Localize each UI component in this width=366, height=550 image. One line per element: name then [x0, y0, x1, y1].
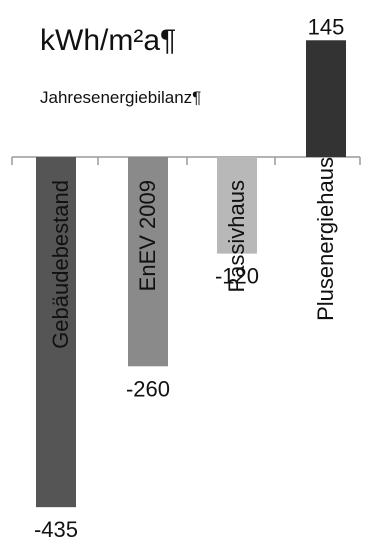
value-label-0: -435: [34, 517, 78, 542]
bar-0: [36, 157, 76, 508]
bar-1: [128, 157, 168, 367]
bar-2: [217, 157, 257, 254]
category-label-3: Plusenergiehaus: [313, 157, 338, 321]
bars-layer: [36, 40, 346, 508]
value-label-3: 145: [308, 14, 345, 39]
chart-subtitle: Jahresenergiebilanz¶: [40, 88, 201, 107]
bar-3: [306, 40, 346, 157]
chart-title: kWh/m²a¶: [40, 24, 176, 57]
category-label-2: Passivhaus: [224, 180, 249, 293]
labels-layer: -435 Gebäudebestand -260 EnEV 2009 -120Passi…: [34, 14, 344, 542]
axis-ticks: [11, 157, 361, 165]
category-label-0: Gebäudebestand: [48, 180, 73, 349]
value-label-1: -260: [126, 376, 170, 401]
value-label-2: -120: [215, 264, 259, 289]
category-label-1: EnEV 2009: [135, 180, 160, 291]
